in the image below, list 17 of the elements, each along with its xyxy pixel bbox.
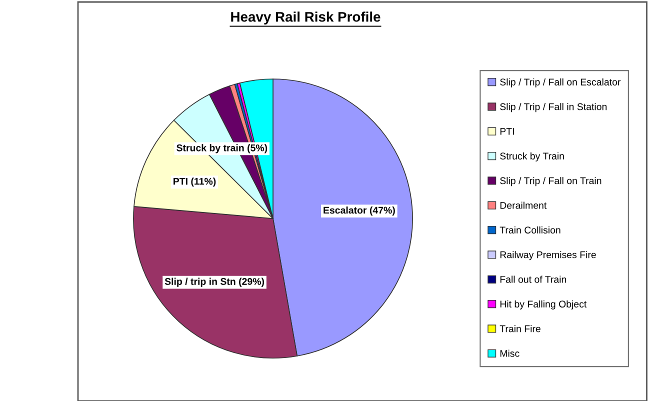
- legend-label: Fall out of Train: [500, 276, 566, 283]
- legend-label: Train Collision: [500, 226, 560, 234]
- legend-label: PTI: [500, 128, 514, 135]
- legend-label: Misc: [500, 350, 520, 357]
- data-label: Slip / trip in Stn (29%): [164, 278, 264, 287]
- legend-label: Derailment: [500, 202, 547, 209]
- legend-label: Railway Premises Fire: [500, 251, 596, 260]
- legend-label: Slip / Trip / Fall in Station: [500, 103, 607, 112]
- legend-label: Slip / Trip / Fall on Escalator: [500, 78, 621, 88]
- data-label: Struck by train (5%): [176, 144, 268, 154]
- data-label: PTI (11%): [174, 178, 216, 187]
- data-label: Escalator (47%): [324, 206, 395, 216]
- legend-label: Train Fire: [500, 325, 540, 332]
- chart-title: Heavy Rail Risk Profile: [231, 12, 380, 25]
- legend-label: Struck by Train: [500, 152, 564, 162]
- legend-label: Hit by Falling Object: [500, 300, 587, 310]
- legend-label: Slip / Trip / Fall on Train: [500, 177, 602, 186]
